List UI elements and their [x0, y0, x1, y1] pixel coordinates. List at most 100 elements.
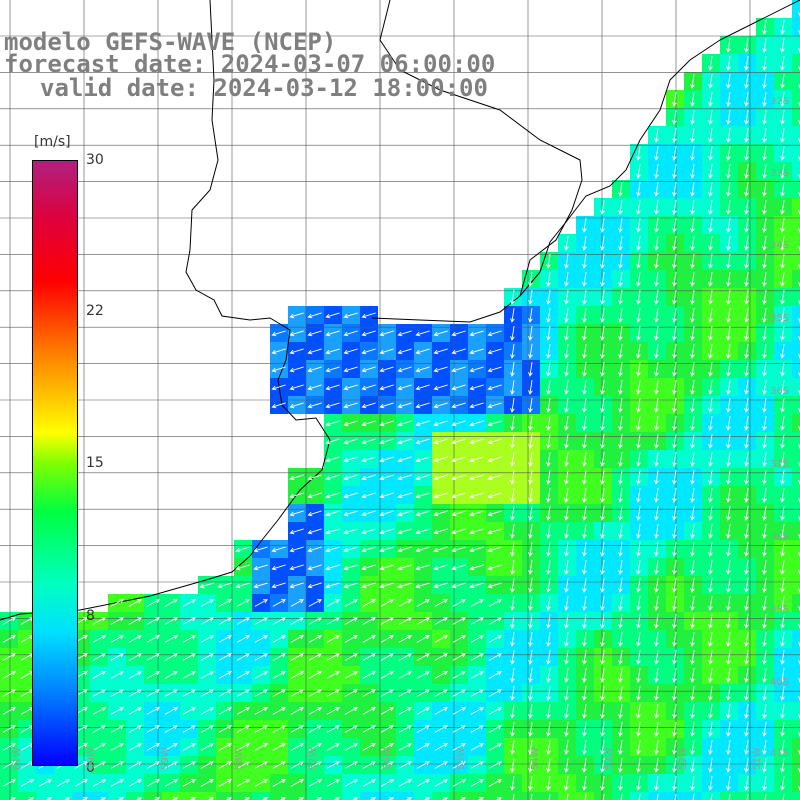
wind-vector — [308, 707, 322, 715]
wind-vector-head — [636, 264, 641, 269]
wind-vector — [781, 614, 785, 628]
wind-vector — [470, 438, 484, 444]
wind-vector — [254, 653, 268, 661]
wind-vector-head — [353, 707, 358, 712]
wind-vector-head — [343, 313, 349, 319]
wind-vector — [416, 456, 430, 462]
wind-vector-head — [600, 408, 605, 413]
wind-vector-head — [353, 779, 358, 784]
wind-vector-head — [325, 475, 331, 481]
wind-vector-head — [636, 498, 641, 503]
wind-vector — [470, 474, 484, 480]
wind-vector-head — [325, 439, 331, 445]
wind-vector — [565, 596, 569, 610]
wind-vector — [565, 488, 569, 502]
wind-vector-head — [600, 588, 605, 593]
wind-vector-head — [600, 606, 605, 611]
wind-cell — [792, 216, 800, 234]
wind-vector-head — [335, 599, 340, 604]
wind-vector-head — [469, 529, 475, 535]
wind-vector-head — [209, 635, 214, 640]
wind-vector — [637, 398, 641, 412]
wind-vector-head — [654, 264, 659, 269]
wind-vector — [763, 254, 767, 268]
wind-vector-head — [780, 210, 785, 215]
wind-vector — [763, 344, 767, 358]
wind-vector-head — [361, 403, 367, 409]
wind-vector — [691, 182, 695, 196]
wind-vector — [416, 474, 430, 480]
wind-vector — [709, 596, 713, 610]
wind-vector — [673, 326, 677, 340]
wind-vector — [673, 416, 677, 430]
wind-cell — [792, 144, 800, 162]
wind-cell — [234, 792, 252, 800]
wind-vector — [601, 776, 605, 790]
wind-vector-head — [289, 403, 295, 409]
wind-vector — [189, 797, 196, 800]
wind-vector — [655, 524, 659, 538]
wind-vector-head — [708, 462, 713, 467]
wind-vector — [583, 542, 587, 556]
wind-vector — [488, 492, 502, 498]
wind-vector — [745, 200, 749, 214]
wind-vector — [781, 380, 785, 394]
wind-vector-head — [245, 635, 250, 640]
wind-vector-head — [690, 750, 695, 755]
wind-vector — [745, 542, 749, 556]
wind-vector-head — [780, 228, 785, 233]
wind-vector-head — [582, 516, 587, 521]
wind-vector-head — [744, 696, 749, 701]
wind-vector — [583, 434, 587, 448]
wind-vector-head — [510, 318, 515, 323]
wind-vector-head — [636, 534, 641, 539]
wind-vector — [583, 488, 587, 502]
wind-vector — [745, 434, 749, 448]
wind-vector-head — [726, 336, 731, 341]
wind-vector — [511, 704, 515, 718]
wind-vector-head — [137, 635, 142, 640]
wind-vector-head — [762, 300, 767, 305]
wind-vector — [763, 722, 767, 736]
wind-vector-head — [708, 66, 713, 71]
wind-vector — [637, 668, 641, 682]
wind-cell — [306, 792, 324, 800]
wind-vector — [565, 650, 569, 664]
wind-vector-head — [227, 725, 232, 730]
wind-cell — [792, 720, 800, 738]
wind-vector-head — [379, 349, 385, 355]
wind-vector — [398, 420, 412, 426]
wind-vector-head — [762, 678, 767, 683]
wind-vector-head — [744, 426, 749, 431]
wind-vector — [673, 596, 677, 610]
wind-vector — [362, 348, 376, 354]
wind-cell — [630, 792, 648, 800]
wind-vector — [128, 653, 142, 661]
wind-vector-head — [379, 475, 385, 481]
wind-cell — [792, 306, 800, 324]
wind-vector — [619, 344, 623, 358]
wind-vector — [655, 434, 659, 448]
wind-vector-head — [461, 653, 466, 658]
wind-vector-head — [654, 552, 659, 557]
wind-vector-head — [708, 606, 713, 611]
wind-vector-head — [415, 331, 421, 337]
wind-vector-head — [708, 138, 713, 143]
wind-vector-head — [317, 689, 322, 694]
wind-vector-head — [361, 349, 367, 355]
wind-vector-head — [564, 714, 569, 719]
wind-vector-head — [762, 264, 767, 269]
wind-vector-head — [564, 570, 569, 575]
wind-vector — [495, 797, 502, 800]
wind-vector-head — [636, 426, 641, 431]
wind-vector — [200, 635, 214, 643]
wind-vector-head — [425, 599, 430, 604]
wind-vector — [92, 761, 106, 769]
wind-vector-head — [325, 583, 331, 589]
wind-vector — [362, 564, 376, 570]
wind-vector-head — [582, 354, 587, 359]
wind-vector — [272, 384, 286, 390]
wind-vector-head — [564, 408, 569, 413]
wind-vector-head — [618, 372, 623, 377]
wind-vector-head — [690, 642, 695, 647]
